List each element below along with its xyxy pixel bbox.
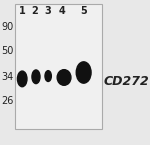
Text: 4: 4 xyxy=(59,6,66,16)
Text: 34: 34 xyxy=(1,72,13,82)
Ellipse shape xyxy=(17,71,27,87)
Text: 50: 50 xyxy=(1,46,13,56)
Text: 5: 5 xyxy=(80,6,87,16)
Text: 90: 90 xyxy=(1,22,13,32)
Ellipse shape xyxy=(32,70,40,84)
Text: 3: 3 xyxy=(44,6,51,16)
Ellipse shape xyxy=(57,70,71,85)
Text: 1: 1 xyxy=(19,6,26,16)
Ellipse shape xyxy=(76,62,91,83)
Text: CD272: CD272 xyxy=(104,75,150,88)
FancyBboxPatch shape xyxy=(15,4,102,129)
Text: 2: 2 xyxy=(32,6,38,16)
Text: 26: 26 xyxy=(1,96,13,106)
Ellipse shape xyxy=(45,71,51,81)
